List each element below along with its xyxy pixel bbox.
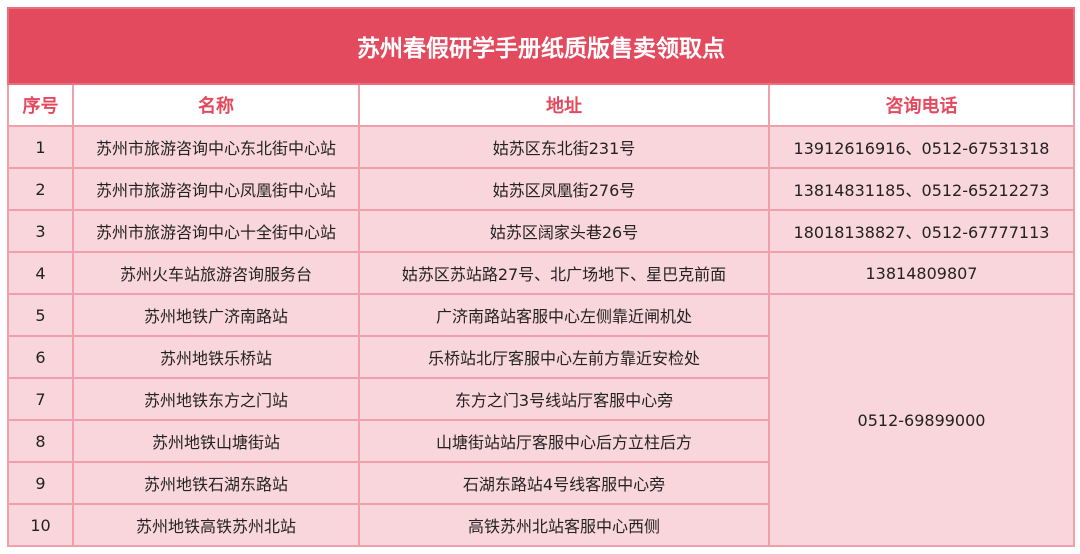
table-row: 9 苏州地铁石湖东路站 石湖东路站4号线客服中心旁 [7,461,1074,505]
header-address: 地址 [358,83,770,127]
table-row: 2 苏州市旅游咨询中心凤凰街中心站 姑苏区凤凰街276号 13814831185、05… [7,167,1075,211]
table-row: 6 苏州地铁乐桥站 乐桥站北厅客服中心左前方靠近安检处 [7,335,1074,379]
header-no: 序号 [7,83,74,127]
address-cell: 东方之门3号线站厅客服中心旁 [358,377,770,421]
no-cell: 7 [7,377,74,421]
table-row: 4 苏州火车站旅游咨询服务台 姑苏区苏站路27号、北广场地下、星巴克前面 138148… [7,251,1075,295]
table-row: 3 苏州市旅游咨询中心十全街中心站 姑苏区阔家头巷26号 18018138827、05… [7,209,1075,253]
table-row: 8 苏州地铁山塘街站 山塘街站站厅客服中心后方立柱后方 [7,419,1074,463]
name-cell: 苏州地铁山塘街站 [72,419,360,463]
header-phone: 咨询电话 [768,83,1075,127]
metro-phone-cell: 0512-69899000 [768,293,1075,547]
no-cell: 2 [7,167,74,211]
address-cell: 乐桥站北厅客服中心左前方靠近安检处 [358,335,770,379]
no-cell: 3 [7,209,74,253]
table-row: 5 苏州地铁广济南路站 广济南路站客服中心左侧靠近闸机处 0512-69899000 [7,293,1075,547]
table-row: 7 苏州地铁东方之门站 东方之门3号线站厅客服中心旁 [7,377,1074,421]
phone-cell: 18018138827、0512-67777113 [768,209,1075,253]
name-cell: 苏州市旅游咨询中心十全街中心站 [72,209,360,253]
address-cell: 高铁苏州北站客服中心西侧 [358,503,770,547]
name-cell: 苏州火车站旅游咨询服务台 [72,251,360,295]
name-cell: 苏州市旅游咨询中心凤凰街中心站 [72,167,360,211]
no-cell: 5 [7,293,74,337]
header-name: 名称 [72,83,360,127]
address-cell: 姑苏区苏站路27号、北广场地下、星巴克前面 [358,251,770,295]
no-cell: 10 [7,503,74,547]
no-cell: 8 [7,419,74,463]
pickup-points-table: 苏州春假研学手册纸质版售卖领取点 序号 名称 地址 咨询电话 1 苏州市旅游咨询中… [7,7,1075,547]
name-cell: 苏州市旅游咨询中心东北街中心站 [72,125,360,169]
name-cell: 苏州地铁石湖东路站 [72,461,360,505]
phone-cell: 13912616916、0512-67531318 [768,125,1075,169]
table-row: 1 苏州市旅游咨询中心东北街中心站 姑苏区东北街231号 13912616916、05… [7,125,1075,169]
table-title: 苏州春假研学手册纸质版售卖领取点 [7,7,1075,85]
no-cell: 6 [7,335,74,379]
address-cell: 石湖东路站4号线客服中心旁 [358,461,770,505]
address-cell: 姑苏区阔家头巷26号 [358,209,770,253]
name-cell: 苏州地铁高铁苏州北站 [72,503,360,547]
address-cell: 山塘街站站厅客服中心后方立柱后方 [358,419,770,463]
name-cell: 苏州地铁广济南路站 [72,293,360,337]
no-cell: 4 [7,251,74,295]
phone-cell: 13814831185、0512-65212273 [768,167,1075,211]
phone-cell: 13814809807 [768,251,1075,295]
address-cell: 姑苏区凤凰街276号 [358,167,770,211]
table-row: 10 苏州地铁高铁苏州北站 高铁苏州北站客服中心西侧 [7,503,1074,547]
name-cell: 苏州地铁东方之门站 [72,377,360,421]
no-cell: 1 [7,125,74,169]
address-cell: 广济南路站客服中心左侧靠近闸机处 [358,293,770,337]
name-cell: 苏州地铁乐桥站 [72,335,360,379]
no-cell: 9 [7,461,74,505]
address-cell: 姑苏区东北街231号 [358,125,770,169]
